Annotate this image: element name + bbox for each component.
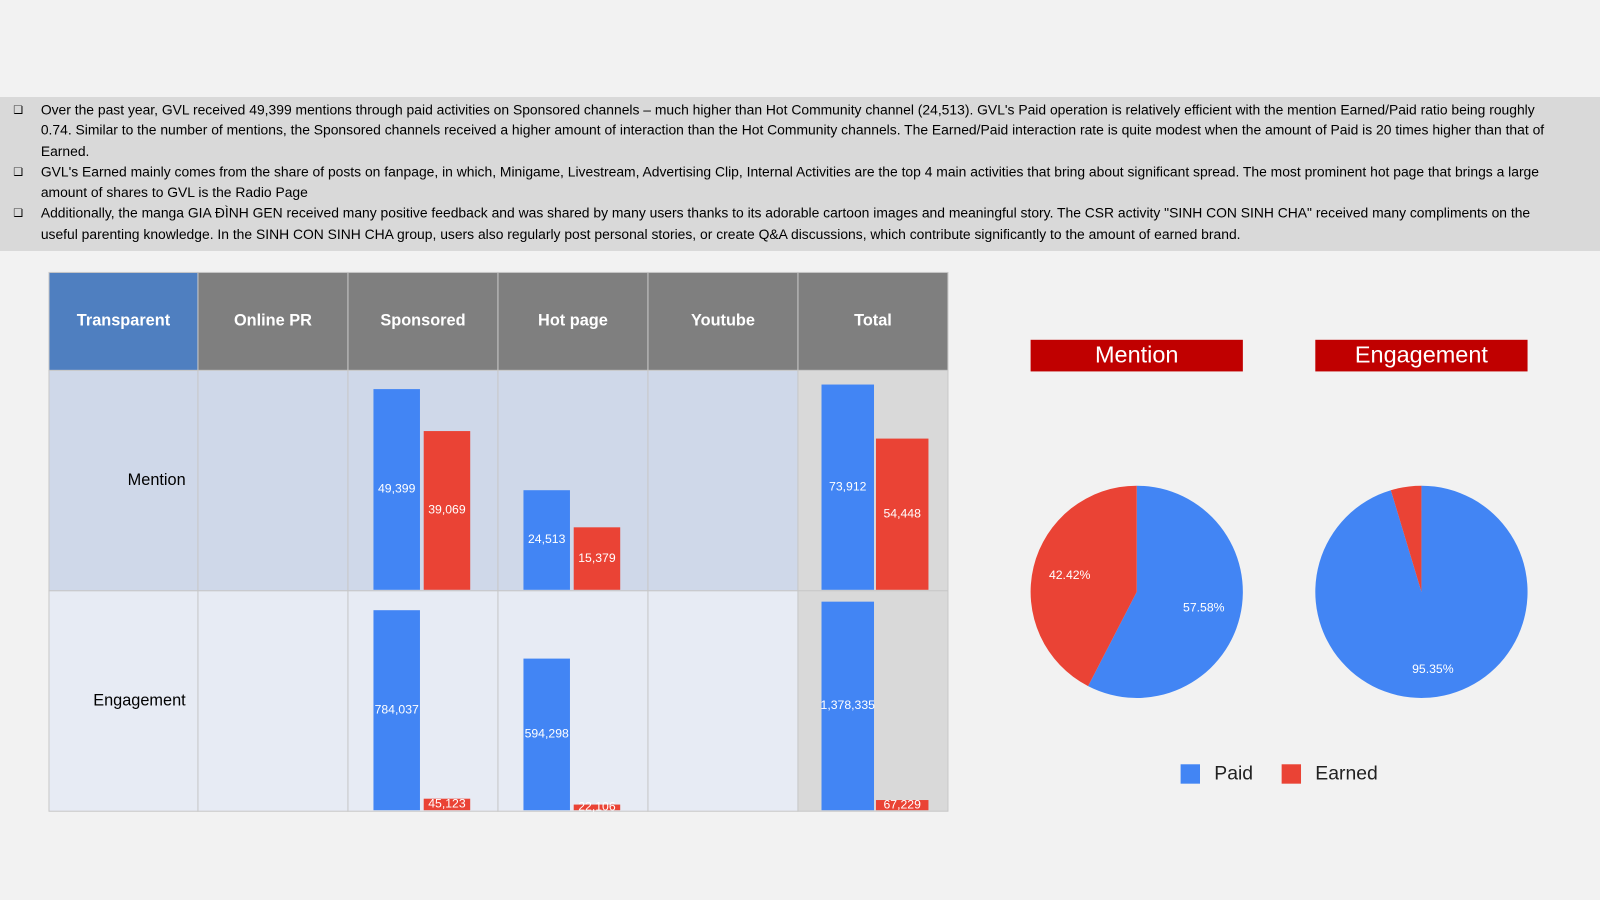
bar-value-label: 22,106 — [578, 800, 616, 814]
bar — [821, 601, 875, 811]
cell — [647, 369, 799, 592]
pie-title: Mention — [1095, 341, 1178, 367]
bar — [423, 431, 471, 590]
column-label: Hot page — [538, 312, 608, 330]
bar — [523, 490, 570, 590]
bar — [373, 610, 420, 811]
cell — [347, 369, 499, 592]
pie-title-box — [1030, 339, 1243, 372]
row-label-cell — [48, 369, 199, 592]
bar — [875, 800, 929, 811]
cell — [497, 590, 649, 812]
bar — [573, 804, 621, 811]
cell — [647, 590, 799, 812]
row-label-cell — [48, 590, 199, 812]
bar-value-label: 15,379 — [578, 551, 616, 565]
pie-slice — [1030, 485, 1137, 687]
corner-label: Transparent — [77, 312, 171, 330]
bar — [423, 798, 471, 811]
bar-value-label: 73,912 — [829, 479, 867, 493]
header-cell — [197, 271, 349, 371]
column-label: Total — [854, 312, 892, 330]
column-label: Sponsored — [380, 312, 465, 330]
bar-value-label: 45,123 — [428, 797, 466, 811]
bar-value-label: 39,069 — [428, 503, 466, 517]
bullet: Over the past year, GVL received 49,399 … — [13, 100, 1570, 162]
bar-value-label: 24,513 — [528, 532, 566, 546]
legend-label: Earned — [1315, 763, 1377, 785]
bar-value-label: 49,399 — [378, 482, 416, 496]
bar — [821, 384, 875, 590]
legend-swatch — [1180, 764, 1200, 784]
cell — [497, 369, 649, 592]
summary: Over the past year, GVL received 49,399 … — [0, 97, 1600, 251]
column-label: Youtube — [691, 312, 755, 330]
header-cell — [347, 271, 499, 371]
pie-slice — [1315, 485, 1528, 698]
bar — [573, 527, 621, 590]
pie-value-label: 42.42% — [1049, 568, 1091, 582]
bar — [523, 658, 570, 811]
pie-title-box — [1315, 339, 1528, 372]
bar-value-label: 1,378,335 — [821, 698, 876, 712]
pie-title: Engagement — [1355, 341, 1488, 367]
cell — [197, 369, 349, 592]
bar-value-label: 54,448 — [883, 506, 921, 520]
bar-value-label: 594,298 — [525, 727, 569, 741]
bullet: Additionally, the manga GIA ĐÌNH GEN rec… — [13, 204, 1570, 245]
pie-value-label: 57.58% — [1183, 600, 1225, 614]
summary-band: Over the past year, GVL received 49,399 … — [0, 96, 1600, 252]
pie-slice — [1088, 485, 1243, 698]
header-cell — [48, 271, 199, 371]
column-label: Online PR — [234, 312, 312, 330]
row-label: Mention — [128, 471, 186, 489]
cell — [347, 590, 499, 812]
legend-label: Paid — [1214, 763, 1253, 785]
legend-swatch — [1281, 764, 1302, 784]
pie-value-label: 95.35% — [1412, 662, 1454, 676]
row-label: Engagement — [93, 691, 186, 709]
bar — [875, 438, 929, 590]
pie-slice — [1390, 485, 1422, 592]
bar-value-label: 784,037 — [375, 702, 419, 716]
bullet: GVL's Earned mainly comes from the share… — [13, 162, 1570, 203]
header-cell — [497, 271, 649, 371]
bar — [373, 389, 420, 590]
bar-value-label: 67,229 — [883, 797, 921, 811]
cell — [197, 590, 349, 812]
